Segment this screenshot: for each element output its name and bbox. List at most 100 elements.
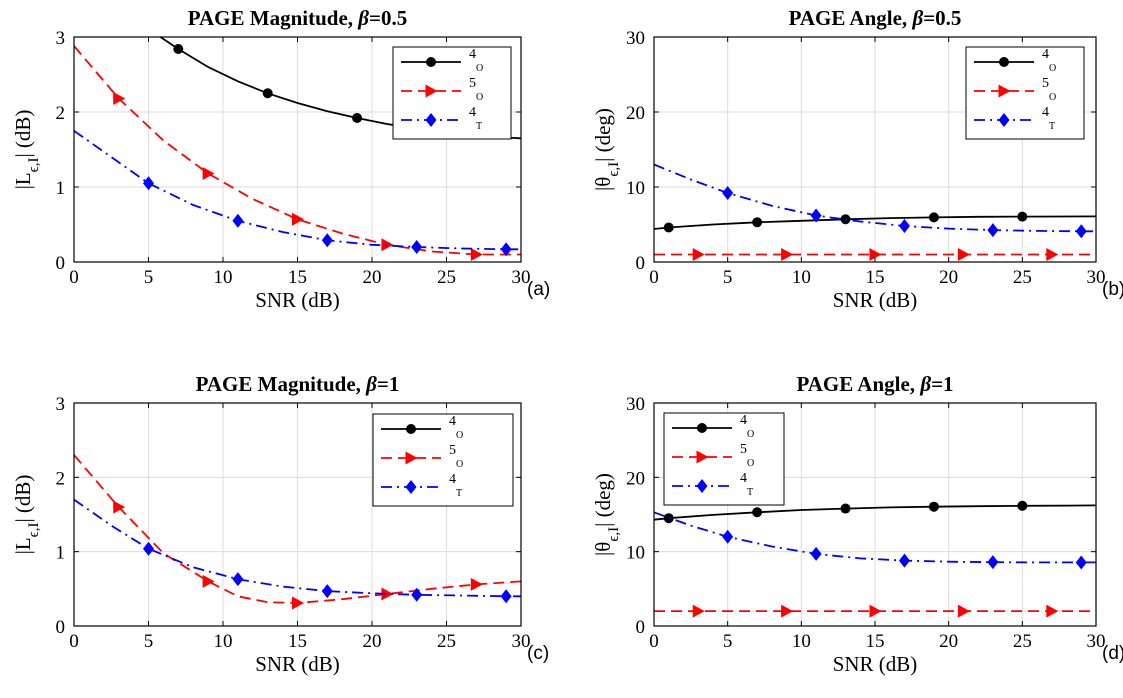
data-point-5O (292, 596, 304, 610)
legend-marker (696, 450, 709, 464)
x-tick-label: 25 (437, 267, 456, 288)
series-line-4O (654, 504, 1096, 521)
panel-label: (a) (527, 279, 550, 300)
data-point-4T (143, 541, 154, 556)
y-tick-label: 0 (56, 253, 66, 274)
panel-label: (b) (1102, 279, 1123, 300)
panel-label: (c) (527, 643, 549, 664)
legend-marker (697, 423, 707, 433)
data-point-4O (663, 222, 674, 233)
x-tick-label: 30 (1087, 267, 1106, 288)
data-point-4O (840, 214, 851, 225)
data-point-4T (500, 589, 512, 604)
x-axis-label: SNR (dB) (255, 652, 340, 676)
data-point-4T (810, 546, 822, 561)
legend-marker (998, 113, 1010, 127)
legend-label: 4O (740, 413, 754, 440)
y-tick-label: 20 (626, 103, 645, 124)
series-group (74, 454, 521, 610)
legend-label: 4T (449, 472, 462, 499)
data-point-4O (352, 113, 363, 123)
series-group (654, 163, 1096, 261)
data-point-4T (722, 529, 734, 544)
legend-box (372, 413, 514, 507)
x-tick-label: 30 (1087, 631, 1106, 652)
series-group (654, 500, 1096, 618)
x-tick-label: 5 (144, 631, 154, 652)
y-tick-label: 20 (626, 468, 645, 489)
legend-label: 5O (469, 76, 483, 103)
y-tick-label: 2 (56, 468, 66, 489)
y-tick-label: 3 (56, 394, 66, 415)
x-tick-label: 0 (649, 631, 659, 652)
data-point-4O (928, 212, 939, 223)
data-point-4T (987, 555, 999, 570)
data-point-4T (1075, 224, 1087, 239)
data-point-4T (232, 213, 244, 228)
y-tick-label: 10 (626, 178, 645, 199)
data-point-5O (202, 167, 215, 180)
legend-marker (426, 57, 436, 67)
data-point-4T (232, 572, 244, 587)
legend-label: 4T (740, 471, 753, 498)
y-tick-label: 1 (56, 178, 66, 199)
data-point-4O (752, 507, 763, 518)
data-point-5O (381, 587, 394, 601)
x-tick-label: 25 (437, 631, 456, 652)
data-point-4O (752, 217, 763, 228)
data-point-5O (113, 500, 126, 514)
y-tick-label: 2 (56, 103, 66, 124)
x-tick-label: 20 (363, 267, 382, 288)
series-line-5O (74, 454, 521, 604)
legend-marker (998, 84, 1011, 98)
x-tick-label: 10 (214, 631, 233, 652)
legend-label: 4T (1042, 105, 1055, 132)
data-point-4T (411, 240, 423, 254)
chart-panel-b: 0 5 10 15 20 25 30 0 10 20 30 PAGE Angle, β=0.5 SNR … (591, 6, 1123, 312)
legend-box (965, 46, 1085, 140)
data-point-4T (722, 186, 734, 200)
data-point-5O (957, 248, 970, 261)
data-point-5O (869, 248, 882, 261)
x-axis-label: SNR (dB) (255, 288, 340, 312)
x-tick-label: 15 (866, 631, 885, 652)
y-axis-label: |θϵ,I| (deg) (591, 108, 622, 191)
x-axis-label: SNR (dB) (833, 288, 918, 312)
x-tick-label: 5 (723, 267, 733, 288)
legend-marker (406, 424, 416, 434)
data-point-4O (1017, 500, 1028, 511)
y-tick-label: 0 (636, 253, 646, 274)
y-axis-label: |Lϵ,I| (dB) (11, 110, 42, 190)
series-line-4T (654, 163, 1096, 233)
x-tick-label: 10 (792, 267, 811, 288)
data-point-4T (321, 233, 333, 248)
x-tick-label: 5 (144, 267, 154, 288)
data-point-4O (1017, 211, 1028, 222)
x-tick-label: 15 (866, 267, 885, 288)
x-tick-label: 10 (214, 267, 233, 288)
legend-marker (405, 480, 417, 494)
data-point-5O (1046, 604, 1059, 618)
data-point-4T (500, 242, 512, 257)
series-line-4O (654, 215, 1096, 230)
y-axis-label: |Lϵ,I| (dB) (11, 475, 42, 555)
x-tick-label: 30 (512, 631, 531, 652)
data-point-4O (663, 513, 674, 524)
chart-title: PAGE Angle, β=1 (796, 372, 953, 396)
chart-title: PAGE Magnitude, β=1 (196, 372, 400, 396)
data-point-4O (840, 503, 851, 514)
legend-marker (999, 57, 1009, 67)
chart-title: PAGE Magnitude, β=0.5 (188, 6, 408, 30)
data-point-5O (1046, 248, 1059, 261)
x-tick-label: 30 (512, 267, 531, 288)
y-tick-label: 0 (56, 617, 66, 638)
data-point-5O (781, 604, 794, 618)
x-tick-label: 0 (649, 267, 659, 288)
data-point-4T (1075, 555, 1087, 570)
chart-panel-a: 0 5 10 15 20 25 30 0 1 2 3 PAGE Magnitude, β=0.5 SNR… (11, 6, 550, 312)
data-point-5O (692, 604, 705, 618)
